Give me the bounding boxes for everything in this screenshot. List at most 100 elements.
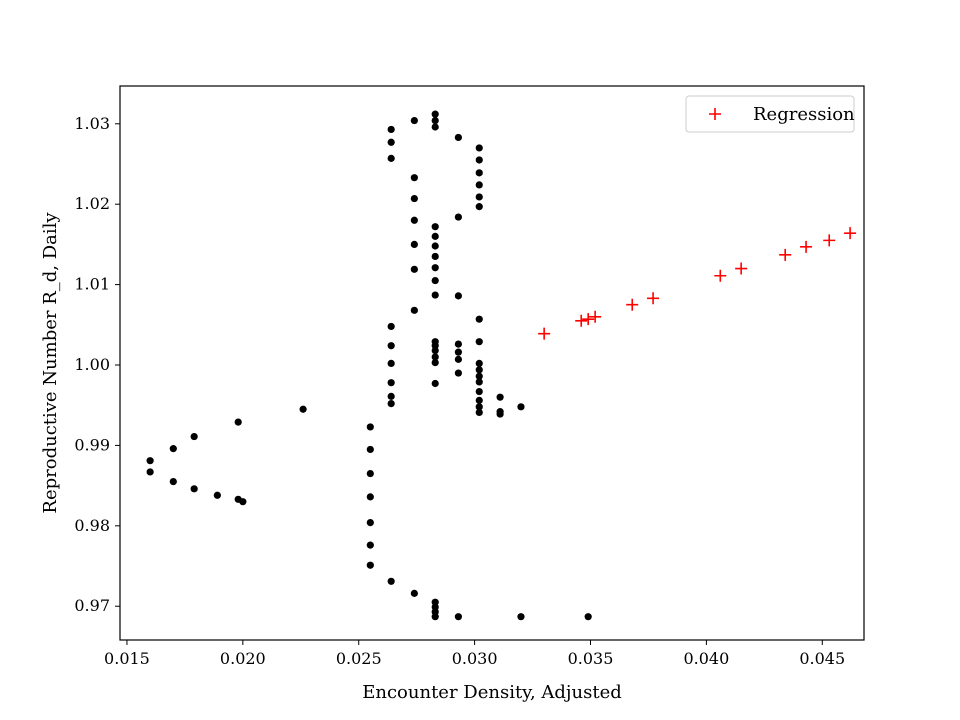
data-point — [410, 174, 418, 182]
data-point — [431, 358, 439, 367]
data-point — [475, 169, 483, 177]
legend-marker-plus — [709, 108, 721, 120]
data-point — [387, 322, 395, 331]
data-point — [410, 265, 418, 273]
data-point — [234, 418, 242, 426]
plot-frame — [119, 85, 865, 641]
legend-plus-icon — [709, 108, 721, 120]
x-tick-label: 0.015 — [104, 649, 150, 668]
data-point — [454, 369, 462, 377]
data-point — [366, 493, 374, 501]
data-point — [454, 348, 462, 356]
data-point — [431, 613, 439, 621]
data-point — [475, 396, 483, 404]
data-point — [475, 315, 483, 323]
data-point — [454, 133, 462, 142]
data-point — [410, 589, 418, 597]
data-point — [239, 498, 247, 506]
data-point — [387, 359, 395, 368]
x-tick-label: 0.020 — [220, 649, 266, 668]
regression-point — [735, 262, 748, 275]
data-point — [366, 469, 374, 478]
data-point — [475, 378, 483, 386]
data-point — [475, 144, 483, 152]
data-point — [431, 223, 439, 231]
data-point — [431, 116, 439, 125]
y-tick-label: 1.03 — [74, 114, 110, 133]
data-point — [431, 123, 439, 131]
regression-point — [823, 234, 836, 247]
data-point — [169, 445, 177, 453]
data-point — [387, 138, 395, 146]
data-point — [496, 393, 504, 401]
data-point — [454, 340, 462, 348]
data-point — [387, 125, 395, 134]
regression-point — [626, 298, 639, 311]
marks-layer — [146, 110, 857, 621]
y-tick-label: 1.02 — [74, 194, 110, 213]
data-point — [431, 242, 439, 250]
data-point — [387, 392, 395, 400]
y-tick-label: 0.98 — [74, 516, 110, 535]
data-point — [410, 240, 418, 249]
data-point — [431, 110, 439, 118]
data-point — [146, 468, 154, 476]
x-tick-label: 0.040 — [683, 649, 729, 668]
data-point — [517, 403, 525, 411]
data-point — [475, 408, 483, 417]
data-point — [366, 519, 374, 527]
x-axis-label: Encounter Density, Adjusted — [362, 682, 622, 703]
data-point — [431, 264, 439, 272]
regression-point — [800, 240, 813, 253]
y-tick-label: 1.01 — [74, 275, 110, 294]
data-point — [496, 410, 504, 418]
regression-point — [844, 227, 857, 240]
regression-point — [714, 269, 727, 282]
data-point — [454, 613, 462, 621]
data-point — [431, 353, 439, 361]
data-point — [454, 355, 462, 363]
axis-ticks: 0.015 0.020 0.025 0.030 0.035 0.040 0.045 0.97 0… — [74, 114, 845, 668]
data-point — [169, 477, 177, 486]
data-point — [190, 485, 198, 493]
data-point — [475, 338, 483, 346]
data-point — [475, 366, 483, 374]
data-point — [431, 346, 439, 355]
data-point — [190, 432, 198, 441]
regression-point — [575, 314, 588, 327]
legend-label-regression: Regression — [753, 104, 855, 125]
data-point — [146, 457, 154, 465]
data-point — [410, 116, 418, 125]
data-point — [387, 577, 395, 585]
data-point — [299, 405, 307, 413]
data-point — [410, 306, 418, 314]
data-point — [387, 379, 395, 387]
x-tick-label: 0.025 — [336, 649, 382, 668]
data-point — [475, 181, 483, 189]
data-point — [387, 400, 395, 408]
data-point — [213, 491, 221, 499]
data-point — [517, 613, 525, 621]
data-point — [475, 156, 483, 164]
data-point — [431, 276, 439, 285]
data-point — [431, 291, 439, 299]
regression-point — [589, 310, 602, 323]
regression-point — [538, 327, 551, 340]
regression-point — [647, 292, 660, 305]
data-point — [431, 232, 439, 240]
data-point — [475, 372, 483, 380]
data-point — [454, 292, 462, 300]
data-point — [366, 561, 374, 569]
data-point — [387, 342, 395, 350]
regression-point — [582, 313, 595, 326]
regression-point — [779, 248, 792, 261]
data-point — [475, 193, 483, 201]
data-point — [366, 445, 374, 454]
data-point — [475, 203, 483, 211]
legend: Regression — [685, 95, 855, 133]
series-observed — [146, 110, 592, 621]
data-point — [475, 403, 483, 411]
data-point — [366, 541, 374, 549]
x-tick-label: 0.030 — [452, 649, 498, 668]
y-tick-label: 0.97 — [74, 596, 110, 615]
